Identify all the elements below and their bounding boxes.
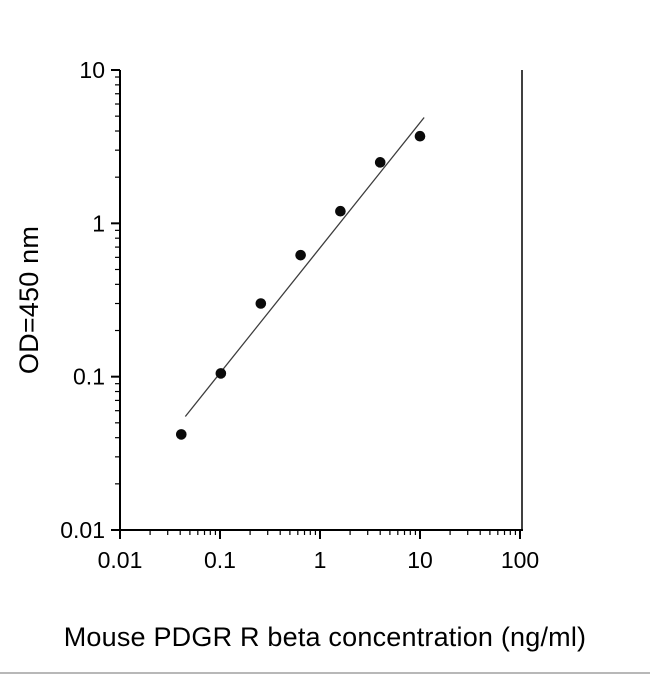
image-bottom-border (0, 672, 650, 674)
x-tick-label: 0.01 (98, 547, 143, 573)
fit-line (184, 117, 425, 417)
y-tick-label: 0.1 (73, 364, 105, 390)
data-point (414, 130, 426, 142)
y-axis-label: OD=450 nm (14, 226, 44, 374)
x-tick-label: 0.1 (204, 547, 236, 573)
data-point (255, 298, 267, 309)
axis-ticks (111, 69, 521, 539)
y-tick-label: 10 (79, 57, 105, 83)
x-axis-label: Mouse PDGR R beta concentration (ng/ml) (64, 622, 587, 652)
axis-tick-labels: 0.01 0.1 1 10 100 0.01 0.1 1 10 (60, 57, 539, 573)
x-tick-label: 10 (407, 547, 433, 573)
data-point (374, 157, 386, 168)
y-tick-label: 0.01 (60, 517, 105, 543)
plot-frame (119, 70, 523, 531)
data-point (175, 429, 187, 440)
y-tick-label: 1 (92, 210, 105, 236)
data-points (175, 130, 426, 440)
data-point (335, 205, 346, 217)
x-tick-label: 1 (314, 547, 327, 573)
regression-line (184, 117, 425, 417)
x-tick-label: 100 (501, 547, 539, 573)
data-point (295, 249, 306, 261)
data-point (215, 368, 227, 379)
